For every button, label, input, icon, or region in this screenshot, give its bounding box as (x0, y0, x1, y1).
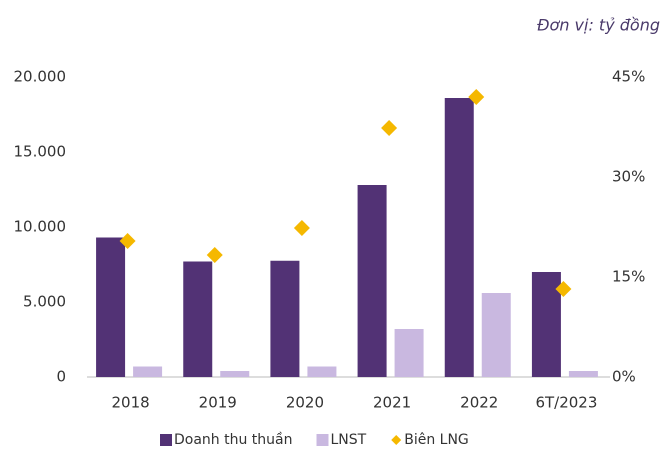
bar (531, 272, 561, 377)
bar (481, 293, 511, 377)
y-tick-label: 15.000 (14, 143, 67, 161)
y2-tick-label: 30% (612, 168, 645, 186)
marker (119, 233, 136, 249)
legend-label: LNST (331, 432, 367, 448)
bar (270, 260, 300, 377)
legend-swatch (316, 434, 329, 446)
y-tick-label: 20.000 (14, 68, 67, 86)
legend-swatch (391, 435, 402, 445)
y2-tick-label: 45% (612, 68, 645, 86)
y-tick-label: 0 (56, 368, 66, 386)
x-tick-label: 6T/2023 (535, 394, 597, 412)
x-tick-label: 2021 (373, 394, 411, 412)
marker (555, 281, 572, 297)
y-tick-label: 5.000 (23, 293, 66, 311)
bar (133, 366, 163, 377)
legend-label: Doanh thu thuần (174, 432, 293, 448)
bar (307, 366, 337, 377)
marker (206, 247, 223, 263)
bar (444, 98, 474, 377)
y-tick-label: 10.000 (14, 218, 67, 236)
bar (568, 371, 598, 377)
y2-tick-label: 15% (612, 268, 645, 286)
bar (220, 371, 250, 377)
y2-tick-label: 0% (612, 368, 636, 386)
legend-swatch (160, 434, 172, 446)
bar (394, 329, 424, 377)
bar (96, 237, 126, 377)
bar (357, 185, 387, 377)
unit-note: Đơn vị: tỷ đồng (537, 16, 660, 35)
x-tick-label: 2022 (460, 394, 498, 412)
bar (183, 261, 213, 377)
x-tick-label: 2018 (111, 394, 149, 412)
x-tick-label: 2020 (286, 394, 324, 412)
marker (293, 220, 310, 236)
marker (468, 89, 485, 105)
marker (381, 120, 398, 136)
legend-label: Biên LNG (404, 432, 469, 448)
x-tick-label: 2019 (199, 394, 237, 412)
